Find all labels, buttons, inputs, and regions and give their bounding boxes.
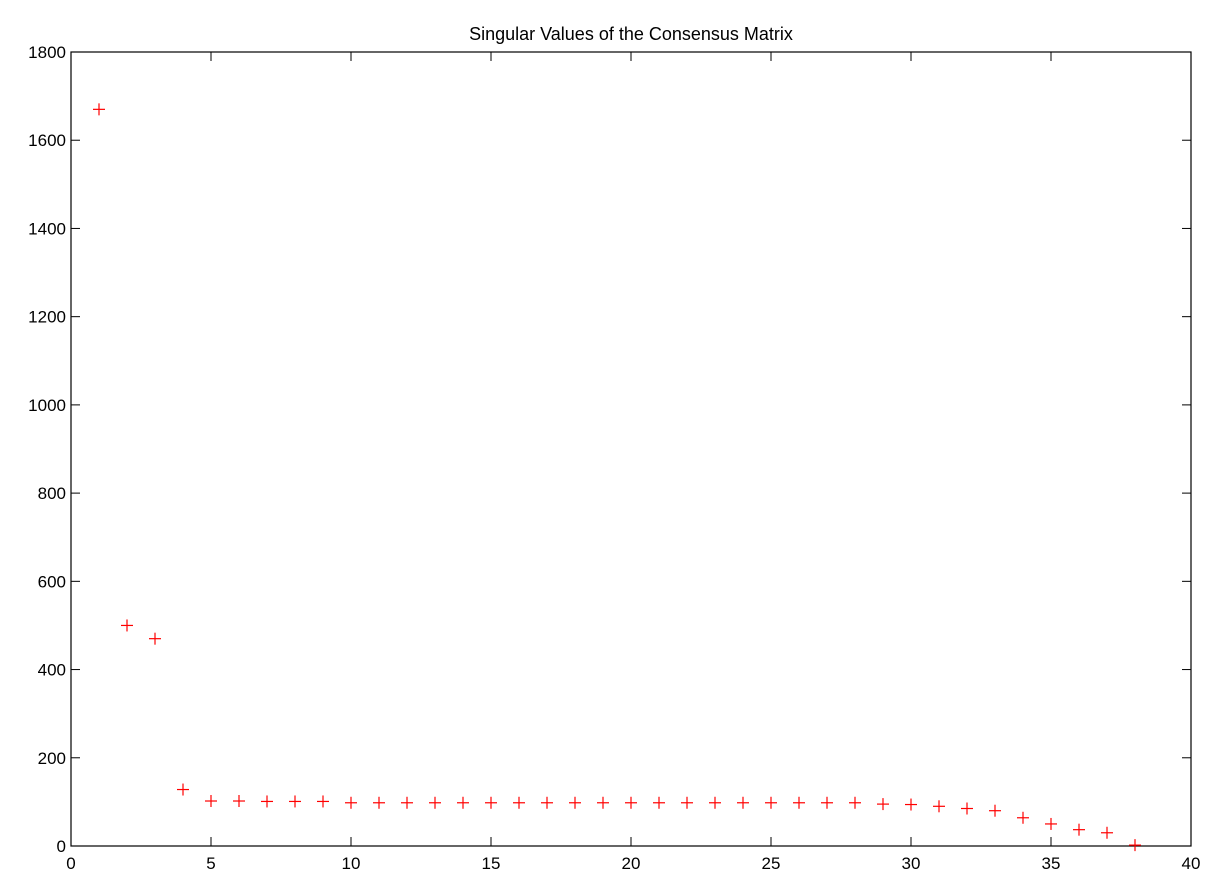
x-tick-label: 0	[66, 854, 75, 873]
data-point	[1017, 811, 1029, 824]
y-tick-label: 0	[57, 837, 66, 856]
axis-ticks	[70, 51, 1192, 847]
y-tick-label: 200	[38, 749, 66, 768]
data-point	[121, 619, 133, 632]
y-tick-label: 400	[38, 661, 66, 680]
data-points	[93, 103, 1141, 852]
data-point	[149, 632, 161, 645]
data-point	[569, 796, 581, 809]
x-tick-label: 15	[482, 854, 501, 873]
x-tick-label: 30	[902, 854, 921, 873]
x-tick-label: 40	[1182, 854, 1201, 873]
y-tick-label: 1400	[28, 219, 66, 238]
y-tick-label: 600	[38, 572, 66, 591]
data-point	[1045, 817, 1057, 830]
data-point	[373, 796, 385, 809]
data-point	[261, 795, 273, 808]
x-tick-label: 35	[1042, 854, 1061, 873]
data-point	[345, 796, 357, 809]
y-tick-label: 800	[38, 484, 66, 503]
data-point	[709, 796, 721, 809]
data-point	[849, 796, 861, 809]
data-point	[737, 796, 749, 809]
data-point	[429, 796, 441, 809]
x-tick-label: 5	[206, 854, 215, 873]
data-point	[457, 796, 469, 809]
data-point	[793, 796, 805, 809]
y-tick-label: 1000	[28, 396, 66, 415]
data-point	[933, 800, 945, 813]
data-point	[597, 796, 609, 809]
data-point	[625, 796, 637, 809]
data-point	[1101, 826, 1113, 839]
y-tick-label: 1600	[28, 131, 66, 150]
data-point	[233, 795, 245, 808]
data-point	[989, 804, 1001, 817]
plot-area-frame	[70, 51, 1192, 847]
axis-tick-labels: 0 5 10 15 20 25 30 35 40020040060080010001200140…	[28, 43, 1200, 873]
y-tick-label: 1200	[28, 308, 66, 327]
data-point	[93, 103, 105, 116]
data-point	[177, 783, 189, 796]
x-tick-label: 25	[762, 854, 781, 873]
x-tick-label: 10	[342, 854, 361, 873]
data-point	[317, 795, 329, 808]
data-point	[541, 796, 553, 809]
data-point	[961, 802, 973, 815]
data-point	[765, 796, 777, 809]
data-point	[821, 796, 833, 809]
data-point	[681, 796, 693, 809]
data-point	[289, 795, 301, 808]
data-point	[905, 798, 917, 811]
x-tick-label: 20	[622, 854, 641, 873]
y-tick-label: 1800	[28, 43, 66, 62]
data-point	[513, 796, 525, 809]
data-point	[1073, 823, 1085, 836]
data-point	[205, 795, 217, 808]
data-point	[1129, 839, 1141, 852]
data-point	[401, 796, 413, 809]
data-point	[653, 796, 665, 809]
data-point	[877, 798, 889, 811]
data-point	[485, 796, 497, 809]
chart-title: Singular Values of the Consensus Matrix	[469, 24, 793, 44]
